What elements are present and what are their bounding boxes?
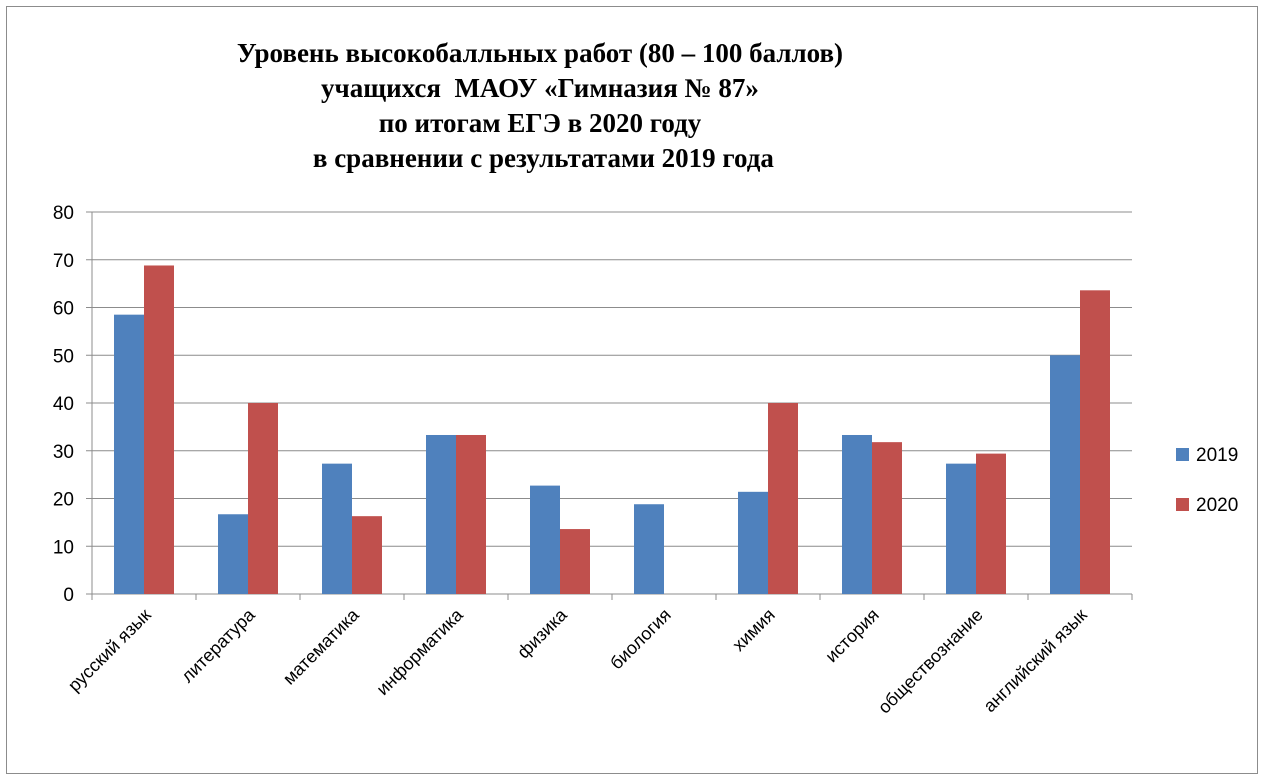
bar-2019 bbox=[218, 514, 248, 594]
x-category-label: химия bbox=[728, 605, 778, 655]
y-tick-label: 30 bbox=[53, 442, 74, 463]
x-category-label: английский язык bbox=[979, 605, 1090, 716]
bar-2020 bbox=[1080, 290, 1110, 594]
bar-2019 bbox=[738, 491, 768, 594]
y-tick-label: 80 bbox=[53, 203, 74, 224]
legend-swatch bbox=[1176, 448, 1189, 461]
chart-title-line: по итогам ЕГЭ в 2020 году bbox=[378, 108, 702, 138]
x-category-label: обществознание bbox=[874, 605, 987, 718]
chart-title-line: в сравнении с результатами 2019 года bbox=[306, 143, 774, 173]
bar-2020 bbox=[560, 529, 590, 594]
bar-2020 bbox=[352, 516, 382, 594]
chart-title-line: учащихся МАОУ «Гимназия № 87» bbox=[321, 73, 759, 103]
x-category-label: русский язык bbox=[64, 605, 155, 696]
legend-swatch bbox=[1176, 498, 1189, 511]
y-tick-label: 50 bbox=[53, 346, 74, 367]
x-category-label: биология bbox=[606, 605, 675, 674]
chart-title: Уровень высокобалльных работ (80 – 100 б… bbox=[160, 36, 920, 176]
legend-label: 2019 bbox=[1196, 445, 1238, 466]
chart-frame bbox=[6, 6, 1258, 774]
bar-2019 bbox=[114, 314, 144, 594]
x-category-label: история bbox=[821, 605, 882, 666]
bar-2019 bbox=[842, 434, 872, 594]
bar-2019 bbox=[322, 463, 352, 594]
bar-2020 bbox=[872, 442, 902, 594]
chart-title-line: Уровень высокобалльных работ (80 – 100 б… bbox=[236, 38, 844, 68]
y-tick-label: 70 bbox=[53, 251, 74, 272]
bar-2019 bbox=[634, 504, 664, 594]
x-category-label: математика bbox=[279, 604, 364, 689]
bar-2020 bbox=[144, 265, 174, 594]
x-category-label: информатика bbox=[372, 604, 467, 699]
bar-2019 bbox=[426, 434, 456, 594]
y-tick-label: 10 bbox=[53, 537, 74, 558]
x-category-label: физика bbox=[513, 604, 571, 662]
bar-2020 bbox=[248, 403, 278, 594]
bar-2020 bbox=[456, 434, 486, 594]
y-tick-label: 60 bbox=[53, 299, 74, 320]
y-tick-label: 0 bbox=[63, 585, 74, 606]
bar-2020 bbox=[976, 453, 1006, 594]
bar-2019 bbox=[1050, 355, 1080, 594]
bar-2019 bbox=[946, 463, 976, 594]
bar-2019 bbox=[530, 485, 560, 594]
y-tick-label: 20 bbox=[53, 490, 74, 511]
x-category-label: литература bbox=[177, 604, 259, 686]
y-tick-label: 40 bbox=[53, 394, 74, 415]
bar-2020 bbox=[768, 403, 798, 594]
legend-label: 2020 bbox=[1196, 495, 1238, 516]
